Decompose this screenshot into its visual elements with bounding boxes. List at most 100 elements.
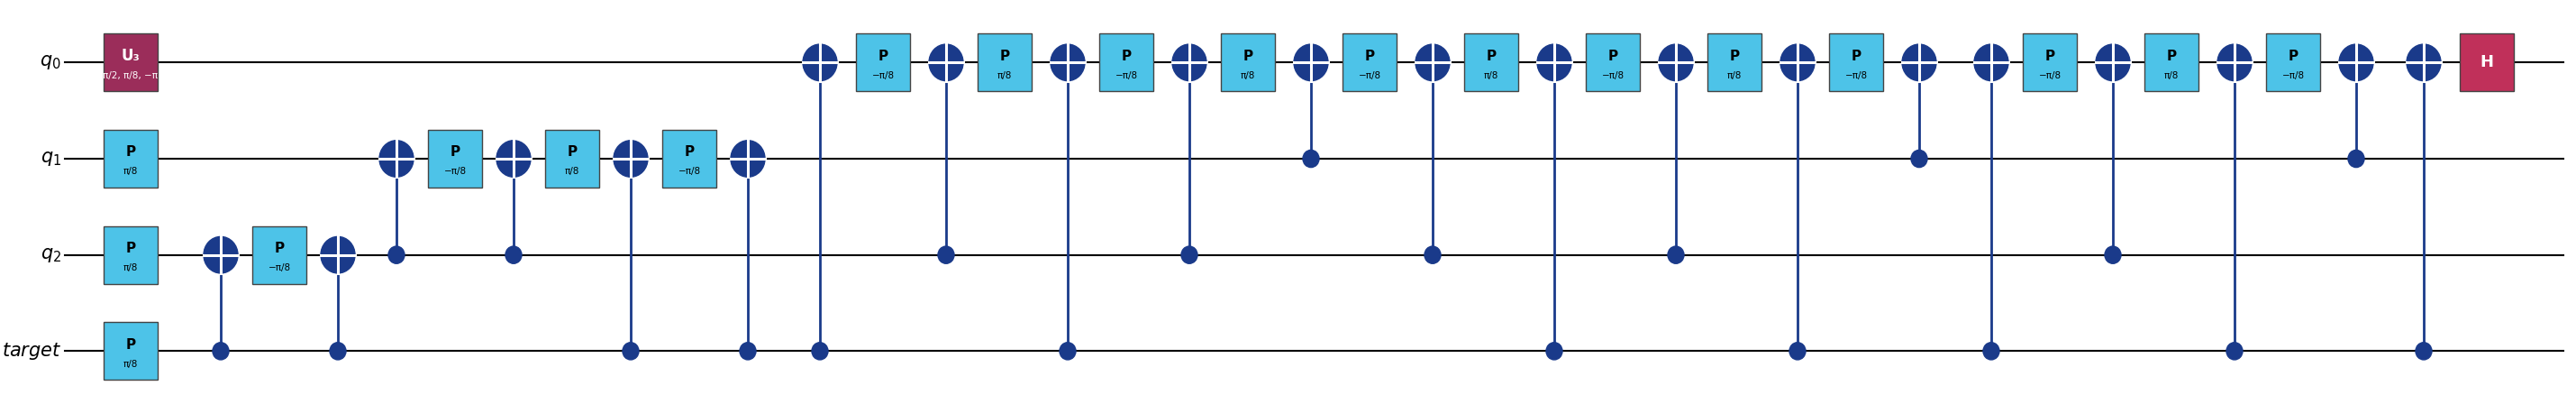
Circle shape [497,141,531,177]
Text: U₃: U₃ [121,48,139,64]
Circle shape [2105,246,2120,263]
FancyBboxPatch shape [979,34,1030,91]
Text: −π/8: −π/8 [443,167,466,176]
Text: $q_2$: $q_2$ [41,246,62,264]
Circle shape [505,246,523,263]
Text: −π/8: −π/8 [268,263,291,272]
Text: π/8: π/8 [2164,71,2179,80]
Text: −π/8: −π/8 [1602,71,1623,80]
Text: P: P [1486,49,1497,63]
FancyBboxPatch shape [1829,34,1883,91]
Circle shape [613,141,647,177]
FancyBboxPatch shape [1463,34,1517,91]
Text: P: P [126,338,137,351]
Text: −π/8: −π/8 [1844,71,1868,80]
FancyBboxPatch shape [103,322,157,380]
Text: −π/8: −π/8 [2282,71,2306,80]
Text: $q_0$: $q_0$ [41,53,62,72]
Circle shape [732,141,765,177]
Circle shape [322,237,355,273]
Circle shape [1182,246,1198,263]
Circle shape [1659,44,1692,81]
Circle shape [739,343,755,360]
FancyBboxPatch shape [1587,34,1641,91]
Circle shape [1293,44,1329,81]
FancyBboxPatch shape [2022,34,2076,91]
FancyBboxPatch shape [2267,34,2321,91]
Text: P: P [999,49,1010,63]
Text: π/8: π/8 [1484,71,1499,80]
Circle shape [2218,44,2251,81]
FancyBboxPatch shape [103,130,157,187]
Text: −π/8: −π/8 [1115,71,1139,80]
Text: P: P [1607,49,1618,63]
Circle shape [214,343,229,360]
Text: P: P [1728,49,1739,63]
Text: P: P [567,145,577,159]
Text: P: P [126,145,137,159]
FancyBboxPatch shape [855,34,909,91]
FancyBboxPatch shape [2460,34,2514,91]
Circle shape [1546,343,1564,360]
Circle shape [938,246,953,263]
Text: P: P [685,145,696,159]
Circle shape [389,246,404,263]
Text: P: P [1365,49,1376,63]
Text: P: P [2166,49,2177,63]
Text: π/8: π/8 [1726,71,1741,80]
FancyBboxPatch shape [546,130,600,187]
Circle shape [1414,44,1450,81]
Circle shape [811,343,827,360]
Text: π/8: π/8 [997,71,1012,80]
Circle shape [2349,150,2365,167]
Text: P: P [126,242,137,255]
Circle shape [1780,44,1814,81]
Circle shape [623,343,639,360]
Circle shape [1425,246,1440,263]
FancyBboxPatch shape [2143,34,2197,91]
Text: $target$: $target$ [3,341,62,362]
Circle shape [930,44,963,81]
Text: π/8: π/8 [1242,71,1255,80]
FancyBboxPatch shape [1342,34,1396,91]
FancyBboxPatch shape [103,34,157,91]
Circle shape [2406,44,2442,81]
FancyBboxPatch shape [1708,34,1762,91]
Text: −π/8: −π/8 [1358,71,1381,80]
Text: π/8: π/8 [124,360,139,368]
FancyBboxPatch shape [1100,34,1154,91]
Circle shape [2339,44,2372,81]
Circle shape [1984,343,1999,360]
Text: P: P [1121,49,1131,63]
Circle shape [1051,44,1084,81]
Text: H: H [2481,55,2494,71]
Circle shape [2226,343,2244,360]
Text: −π/8: −π/8 [871,71,894,80]
Text: π/8: π/8 [124,263,139,272]
Text: −π/8: −π/8 [677,167,701,176]
Circle shape [804,44,837,81]
Circle shape [1667,246,1685,263]
Circle shape [1973,44,2009,81]
Text: −π/8: −π/8 [2038,71,2061,80]
FancyBboxPatch shape [103,226,157,284]
Circle shape [1538,44,1571,81]
FancyBboxPatch shape [428,130,482,187]
Circle shape [330,343,345,360]
Text: π/8: π/8 [124,167,139,176]
Text: P: P [878,49,889,63]
Text: P: P [2287,49,2298,63]
Circle shape [379,141,415,177]
Text: P: P [451,145,461,159]
FancyBboxPatch shape [662,130,716,187]
Circle shape [1901,44,1937,81]
Text: P: P [1242,49,1252,63]
Text: P: P [2045,49,2056,63]
Circle shape [1172,44,1206,81]
Circle shape [204,237,237,273]
Circle shape [1059,343,1077,360]
Circle shape [1790,343,1806,360]
Circle shape [1303,150,1319,167]
FancyBboxPatch shape [252,226,307,284]
Text: π/8: π/8 [564,167,580,176]
